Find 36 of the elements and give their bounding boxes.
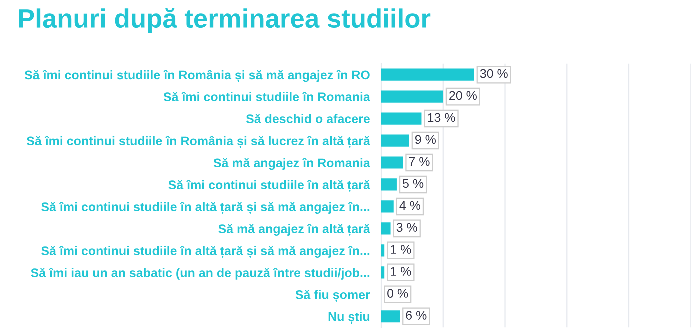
y-tick-label: Să îmi continui studiile în România și să mă angajez în RO: [24, 70, 370, 82]
bar: [382, 244, 385, 257]
bar: [382, 68, 474, 81]
y-tick-label: Să îmi continui studiile în altă țară: [168, 180, 370, 192]
bar: [382, 310, 400, 323]
data-label: 5 %: [403, 179, 424, 188]
chart-title: Planuri după terminarea studiilor: [19, 8, 431, 34]
data-label: 6 %: [406, 311, 427, 320]
y-tick-label: Să îmi continui studiile în România și să lucrez în altă țară: [26, 136, 370, 148]
data-label: 9 %: [415, 135, 436, 144]
bar: [382, 178, 397, 191]
y-tick-label: Să îmi continui studiile în altă țară și să mă angajez în...: [42, 246, 370, 258]
data-label: 4 %: [400, 201, 421, 210]
bar: [382, 200, 394, 213]
bar: [382, 266, 385, 279]
bar: [382, 134, 410, 147]
data-label: 20 %: [450, 91, 477, 100]
y-tick-label: Să mă angajez în Romania: [214, 158, 370, 170]
y-tick-label: Să îmi iau un an sabatic (un an de pauză între studii/job...: [31, 268, 370, 280]
bar: [382, 156, 404, 169]
data-label: 0 %: [388, 289, 408, 298]
y-tick-label: Să îmi continui studiile în Romania: [164, 92, 370, 102]
data-label: 7 %: [409, 157, 430, 166]
bar: [382, 222, 391, 235]
y-tick-label: Să îmi continui studiile în altă țară și să mă angajez în...: [42, 202, 370, 214]
data-label: 1 %: [391, 245, 412, 254]
bar: [382, 112, 422, 125]
y-tick-label: Să deschid o afacere: [246, 114, 370, 124]
data-label: 3 %: [396, 223, 418, 232]
data-label: 1 %: [391, 267, 412, 276]
data-label: 13 %: [428, 113, 456, 122]
y-tick-label: Nu știu: [328, 312, 370, 324]
y-tick-label: Să fiu șomer: [296, 290, 370, 302]
bar: [382, 90, 444, 103]
y-tick-label: Să mă angajez în altă țară: [218, 224, 370, 236]
data-label: 30 %: [480, 69, 508, 78]
